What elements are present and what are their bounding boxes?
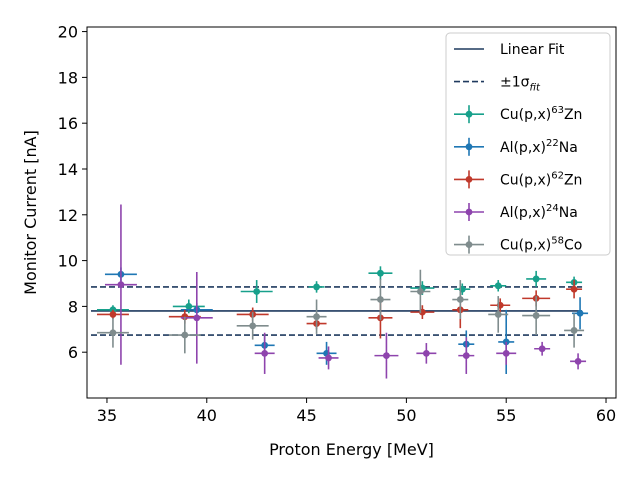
legend-series-name-post: Na (559, 140, 578, 156)
legend-series-name-pre: Cu(p,x) (500, 172, 551, 188)
data-point (117, 281, 125, 289)
data-point (377, 296, 384, 303)
legend-series-name-pre: Al(p,x) (500, 205, 546, 221)
legend-series-label: Cu(p,x)58Co (500, 236, 582, 254)
data-point (456, 296, 464, 303)
data-point (185, 302, 193, 310)
data-point (253, 288, 261, 295)
legend-series-name-pre: Cu(p,x) (500, 107, 551, 123)
series-1 (104, 267, 589, 374)
data-point (538, 345, 546, 353)
legend-series-superscript: 63 (551, 105, 564, 116)
legend-series-name-pre: Al(p,x) (500, 140, 546, 156)
legend-series-name-post: Zn (564, 107, 582, 123)
data-point (193, 314, 201, 322)
y-tick-label: 6 (68, 343, 78, 362)
y-axis-label: Monitor Current [nA] (21, 130, 40, 295)
legend-series-superscript: 22 (546, 138, 559, 149)
data-point (181, 331, 189, 339)
legend-series-label: Cu(p,x)62Zn (500, 170, 582, 188)
data-point (576, 309, 584, 317)
legend-series-marker (465, 241, 473, 249)
legend: Linear Fit±1σfitCu(p,x)63ZnAl(p,x)22NaCu… (445, 32, 611, 256)
data-point (502, 349, 510, 357)
data-point (462, 352, 470, 360)
data-point (313, 283, 320, 291)
data-point (494, 311, 502, 318)
legend-band-prefix: ±1σ (500, 75, 530, 91)
data-point (532, 275, 540, 283)
data-point (109, 329, 117, 337)
x-tick-label: 60 (596, 406, 616, 425)
data-point (574, 357, 582, 365)
legend-series-name-post: Zn (564, 172, 582, 188)
data-series (96, 204, 589, 379)
data-point (422, 349, 430, 357)
plot-area (90, 204, 589, 379)
data-point (313, 313, 320, 321)
y-tick-label: 8 (68, 297, 78, 316)
y-tick-label: 14 (58, 160, 78, 179)
legend-series-marker (465, 176, 473, 183)
x-axis-label: Proton Energy [MeV] (269, 440, 434, 459)
y-tick-label: 20 (58, 23, 78, 42)
legend-series-name-pre: Cu(p,x) (500, 238, 551, 254)
series-3 (104, 204, 587, 379)
legend-band-subscript: fit (530, 83, 541, 94)
series-4 (96, 269, 585, 354)
data-point (377, 269, 384, 277)
x-axis-ticks: 35 40 45 50 55 60 (97, 398, 616, 425)
x-tick-label: 35 (97, 406, 117, 425)
data-point (532, 312, 540, 319)
y-tick-label: 10 (58, 252, 78, 271)
x-tick-label: 55 (496, 406, 516, 425)
legend-series-name-post: Na (559, 205, 578, 221)
y-axis-ticks: 6 8 10 12 14 16 18 20 (58, 23, 87, 362)
data-point (494, 282, 502, 290)
legend-series-marker (465, 110, 473, 118)
data-point (383, 352, 390, 360)
legend-box (445, 32, 611, 256)
legend-series-label: Cu(p,x)63Zn (500, 105, 582, 123)
data-point (261, 349, 269, 357)
data-point (249, 322, 257, 330)
x-tick-label: 40 (197, 406, 217, 425)
series-0 (96, 266, 583, 315)
legend-series-superscript: 58 (551, 236, 564, 247)
data-point (416, 288, 424, 295)
legend-series-marker (465, 208, 473, 216)
legend-fit-label: Linear Fit (500, 42, 565, 58)
legend-band-label: ±1σfit (500, 75, 541, 94)
legend-series-name-post: Co (564, 238, 582, 254)
legend-series-label: Al(p,x)24Na (500, 203, 578, 221)
legend-series-marker (465, 143, 473, 151)
data-point (570, 285, 578, 293)
legend-series-label: Al(p,x)22Na (500, 138, 578, 156)
data-point (570, 327, 578, 334)
x-tick-label: 45 (296, 406, 316, 425)
y-tick-label: 12 (58, 206, 78, 225)
x-tick-label: 50 (396, 406, 416, 425)
series-2 (96, 280, 583, 339)
legend-series-superscript: 24 (546, 203, 559, 214)
data-point (325, 354, 332, 362)
data-point (109, 311, 117, 318)
y-tick-label: 18 (58, 68, 78, 87)
legend-series-superscript: 62 (551, 170, 564, 181)
y-tick-label: 16 (58, 114, 78, 133)
axes-frame (86, 26, 617, 399)
